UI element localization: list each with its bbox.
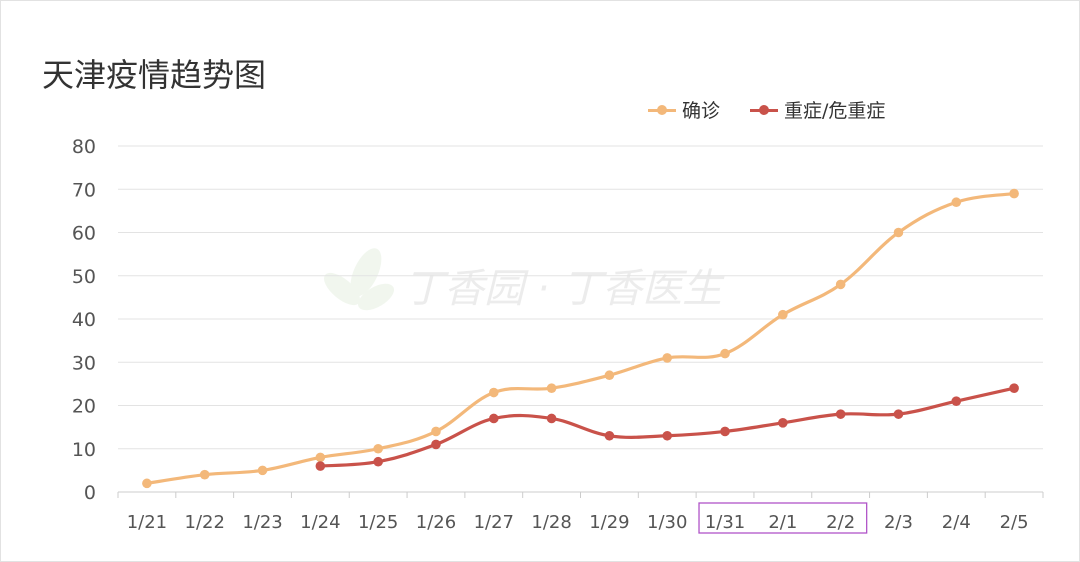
- data-point-confirmed: [1009, 188, 1019, 199]
- data-point-severe: [373, 456, 383, 467]
- watermark: 丁香园 · 丁香医生: [323, 248, 725, 312]
- legend-swatch-severe: [750, 104, 779, 116]
- watermark-logo: [323, 248, 395, 311]
- data-point-confirmed: [488, 387, 499, 398]
- series-line-confirmed: [145, 191, 1016, 485]
- x-tick-label: 2/4: [942, 512, 971, 533]
- data-point-severe: [835, 409, 846, 419]
- x-tick-label: 1/30: [647, 512, 687, 533]
- x-tick-label: 2/3: [884, 512, 913, 533]
- data-point-confirmed: [662, 353, 673, 363]
- x-tick-label: 1/27: [474, 512, 514, 533]
- data-point-confirmed: [778, 309, 788, 320]
- data-point-confirmed: [893, 227, 904, 238]
- y-tick-label: 10: [72, 439, 96, 461]
- y-tick-label: 50: [72, 266, 96, 288]
- x-tick-label: 1/31: [705, 512, 745, 533]
- x-tick-label: 1/28: [531, 512, 571, 533]
- data-point-confirmed: [431, 426, 441, 437]
- data-point-severe: [315, 461, 326, 471]
- data-point-confirmed: [373, 443, 383, 454]
- data-point-severe: [431, 439, 441, 450]
- x-tick-label: 1/22: [185, 512, 225, 533]
- highlight-box: [698, 502, 868, 534]
- y-tick-label: 30: [72, 352, 96, 374]
- legend-item-confirmed[interactable]: 确诊: [648, 96, 720, 123]
- x-tick-label: 2/5: [1000, 512, 1029, 533]
- data-point-confirmed: [142, 478, 152, 489]
- data-point-severe: [1009, 383, 1019, 394]
- y-tick-label: 40: [72, 309, 96, 331]
- data-point-confirmed: [257, 465, 268, 476]
- series-severe: [315, 383, 1019, 471]
- data-point-confirmed: [199, 469, 210, 480]
- x-tick-label: 2/2: [826, 512, 855, 533]
- x-tick-label: 1/25: [358, 512, 398, 533]
- data-point-severe: [546, 413, 557, 424]
- watermark-text: 丁香园 · 丁香医生: [404, 266, 725, 312]
- data-point-severe: [951, 396, 962, 406]
- legend-label-severe: 重症/危重症: [784, 100, 886, 122]
- y-tick-label: 20: [72, 396, 96, 418]
- x-tick-label: 1/29: [589, 512, 629, 533]
- data-point-severe: [488, 413, 499, 424]
- x-tick-label: 1/23: [242, 512, 282, 533]
- data-point-confirmed: [546, 383, 557, 394]
- data-point-severe: [778, 418, 788, 428]
- series-layer: [142, 188, 1019, 489]
- grid-lines: [118, 145, 1043, 450]
- y-tick-label: 60: [72, 223, 96, 245]
- legend-label-confirmed: 确诊: [682, 100, 721, 122]
- chart-title: 天津疫情趋势图: [42, 56, 267, 94]
- data-point-confirmed: [720, 348, 730, 359]
- x-tick-label: 1/21: [127, 512, 167, 533]
- x-tick-label: 1/26: [416, 512, 456, 533]
- data-point-severe: [893, 409, 904, 419]
- y-axis: 0 10 20 30 40 50 60 70 80: [72, 136, 96, 504]
- y-tick-label: 80: [72, 136, 96, 158]
- data-point-confirmed: [604, 370, 615, 381]
- data-point-confirmed: [315, 452, 326, 463]
- category-highlight: [698, 502, 868, 534]
- watermark-leaf: [323, 272, 361, 306]
- watermark-leaf: [357, 283, 395, 311]
- x-tick-label: 2/1: [768, 512, 797, 533]
- legend-item-severe[interactable]: 重症/危重症: [750, 96, 885, 123]
- data-point-confirmed: [835, 279, 846, 290]
- data-point-confirmed: [951, 197, 962, 208]
- data-point-severe: [604, 430, 615, 441]
- x-tick-label: 1/24: [300, 512, 340, 533]
- data-point-severe: [720, 426, 730, 437]
- y-tick-label: 70: [72, 179, 96, 201]
- watermark-leaf: [350, 248, 382, 297]
- x-axis: 1/21 1/22 1/23 1/24 1/25 1/26 1/27 1/28 1/29 1/30…: [117, 491, 1044, 533]
- chart-legend: 确诊 重症/危重症: [648, 96, 915, 123]
- legend-swatch-confirmed: [648, 104, 676, 116]
- data-point-severe: [662, 430, 673, 441]
- y-tick-label: 0: [84, 482, 96, 504]
- series-line-severe: [318, 386, 1016, 468]
- series-confirmed: [142, 188, 1019, 489]
